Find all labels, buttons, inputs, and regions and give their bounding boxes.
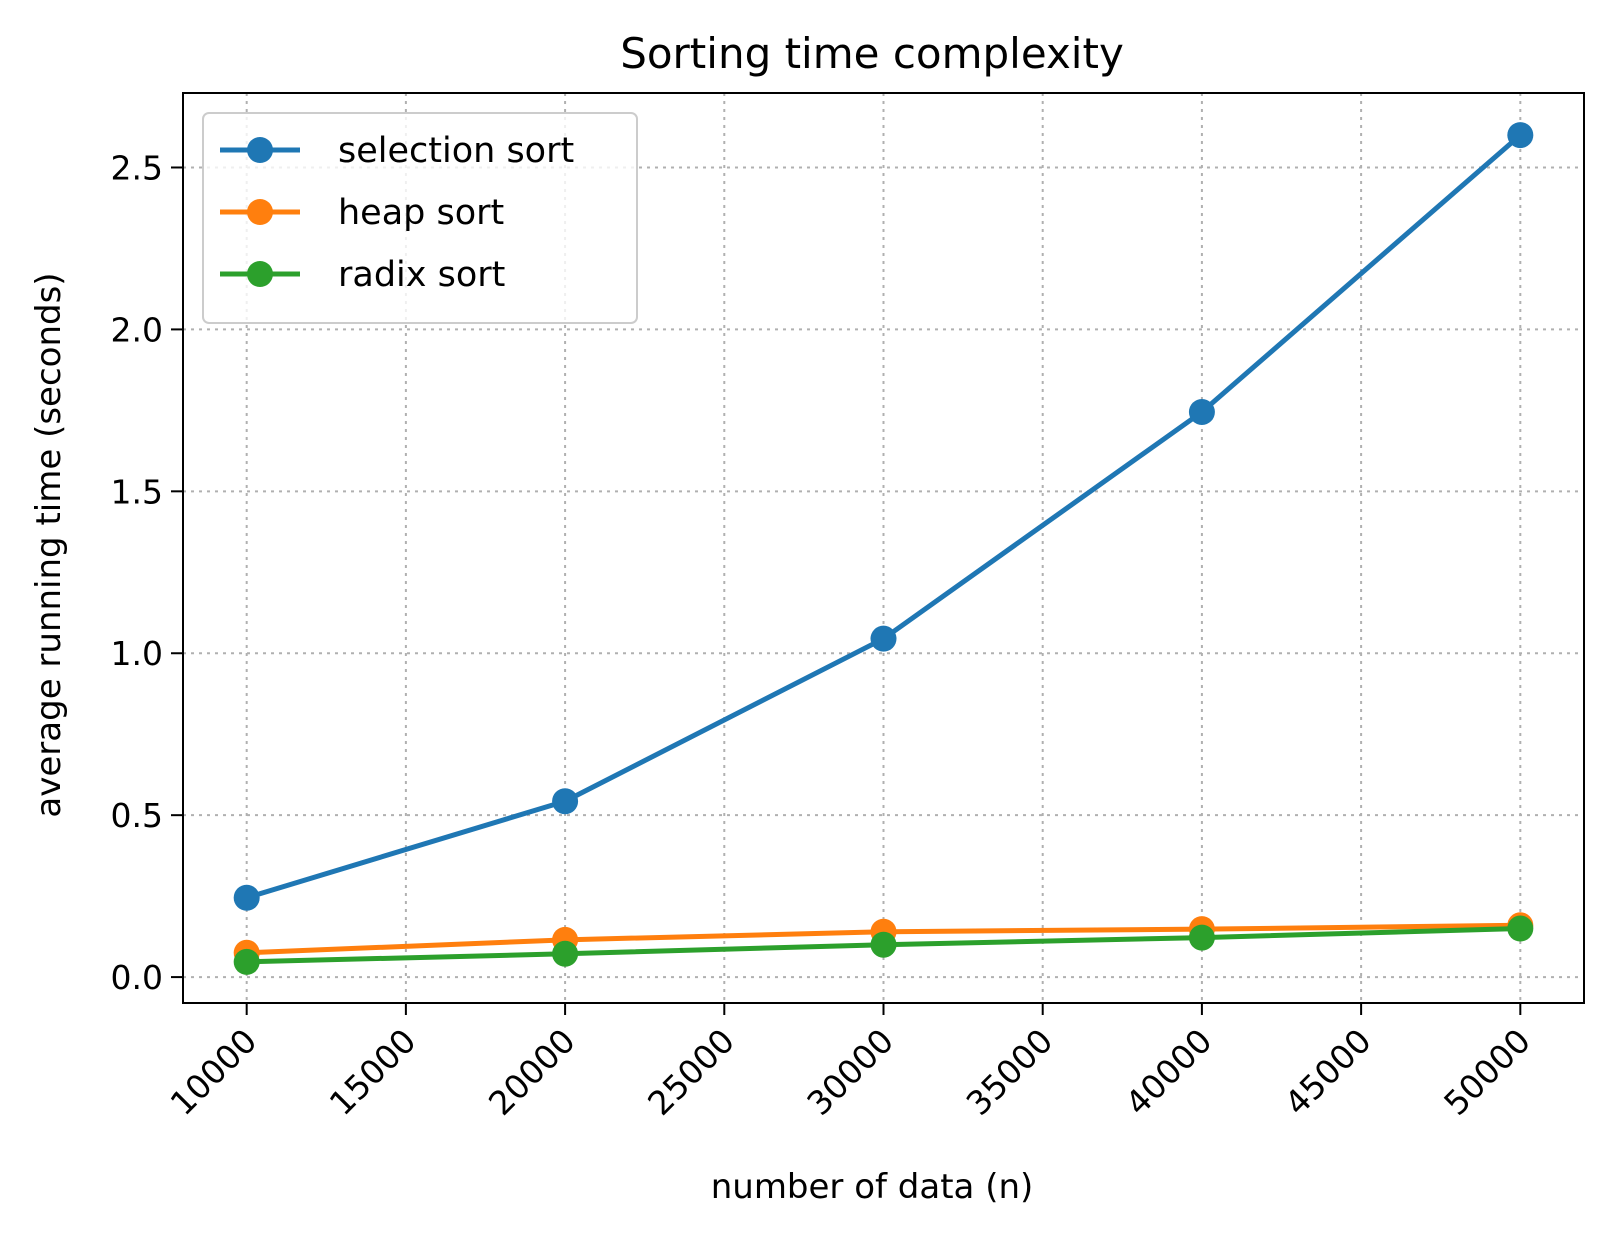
y-tick-label: 0.0 (111, 958, 163, 997)
data-point-radix-sort (1507, 915, 1534, 942)
data-point-selection-sort (1507, 122, 1534, 149)
data-point-radix-sort (552, 940, 579, 967)
data-point-radix-sort (870, 931, 897, 958)
series-selection-sort (233, 122, 1534, 911)
series-group (233, 122, 1534, 975)
legend-marker-heap-sort (247, 199, 273, 225)
y-tick-label: 1.0 (111, 634, 163, 673)
data-point-selection-sort (870, 625, 897, 652)
series-radix-sort (233, 915, 1534, 975)
legend-label-heap-sort: heap sort (338, 193, 504, 233)
y-tick-label: 1.5 (111, 472, 163, 511)
x-tick-label: 50000 (1436, 1021, 1538, 1123)
data-point-radix-sort (233, 948, 260, 975)
x-tick-label: 15000 (322, 1021, 424, 1123)
data-point-selection-sort (233, 884, 260, 911)
data-point-selection-sort (552, 788, 579, 815)
data-point-radix-sort (1188, 924, 1215, 951)
legend-marker-radix-sort (247, 261, 273, 287)
x-tick-label: 40000 (1118, 1021, 1220, 1123)
legend: selection sort heap sort radix sort (202, 112, 638, 324)
x-axis-ticks: 10000 15000 20000 25000 30000 35000 40000 45000… (163, 1003, 1538, 1123)
data-point-selection-sort (1188, 398, 1215, 425)
legend-marker-selection-sort (247, 137, 273, 163)
x-tick-label: 10000 (163, 1021, 265, 1123)
x-tick-label: 35000 (959, 1021, 1061, 1123)
legend-box (202, 112, 638, 324)
legend-label-radix-sort: radix sort (338, 255, 505, 295)
y-axis-ticks: 0.0 0.5 1.0 1.5 2.0 2.5 (111, 148, 183, 997)
x-tick-label: 45000 (1277, 1021, 1379, 1123)
x-tick-label: 30000 (799, 1021, 901, 1123)
y-tick-label: 2.5 (111, 148, 163, 187)
chart-title: Sorting time complexity (620, 29, 1124, 78)
legend-label-selection-sort: selection sort (338, 131, 574, 171)
y-tick-label: 0.5 (111, 796, 163, 835)
x-axis-label: number of data (n) (711, 1167, 1034, 1207)
x-tick-label: 20000 (481, 1021, 583, 1123)
y-tick-label: 2.0 (111, 310, 163, 349)
x-tick-label: 25000 (640, 1021, 742, 1123)
y-axis-label: average running time (seconds) (29, 272, 69, 817)
